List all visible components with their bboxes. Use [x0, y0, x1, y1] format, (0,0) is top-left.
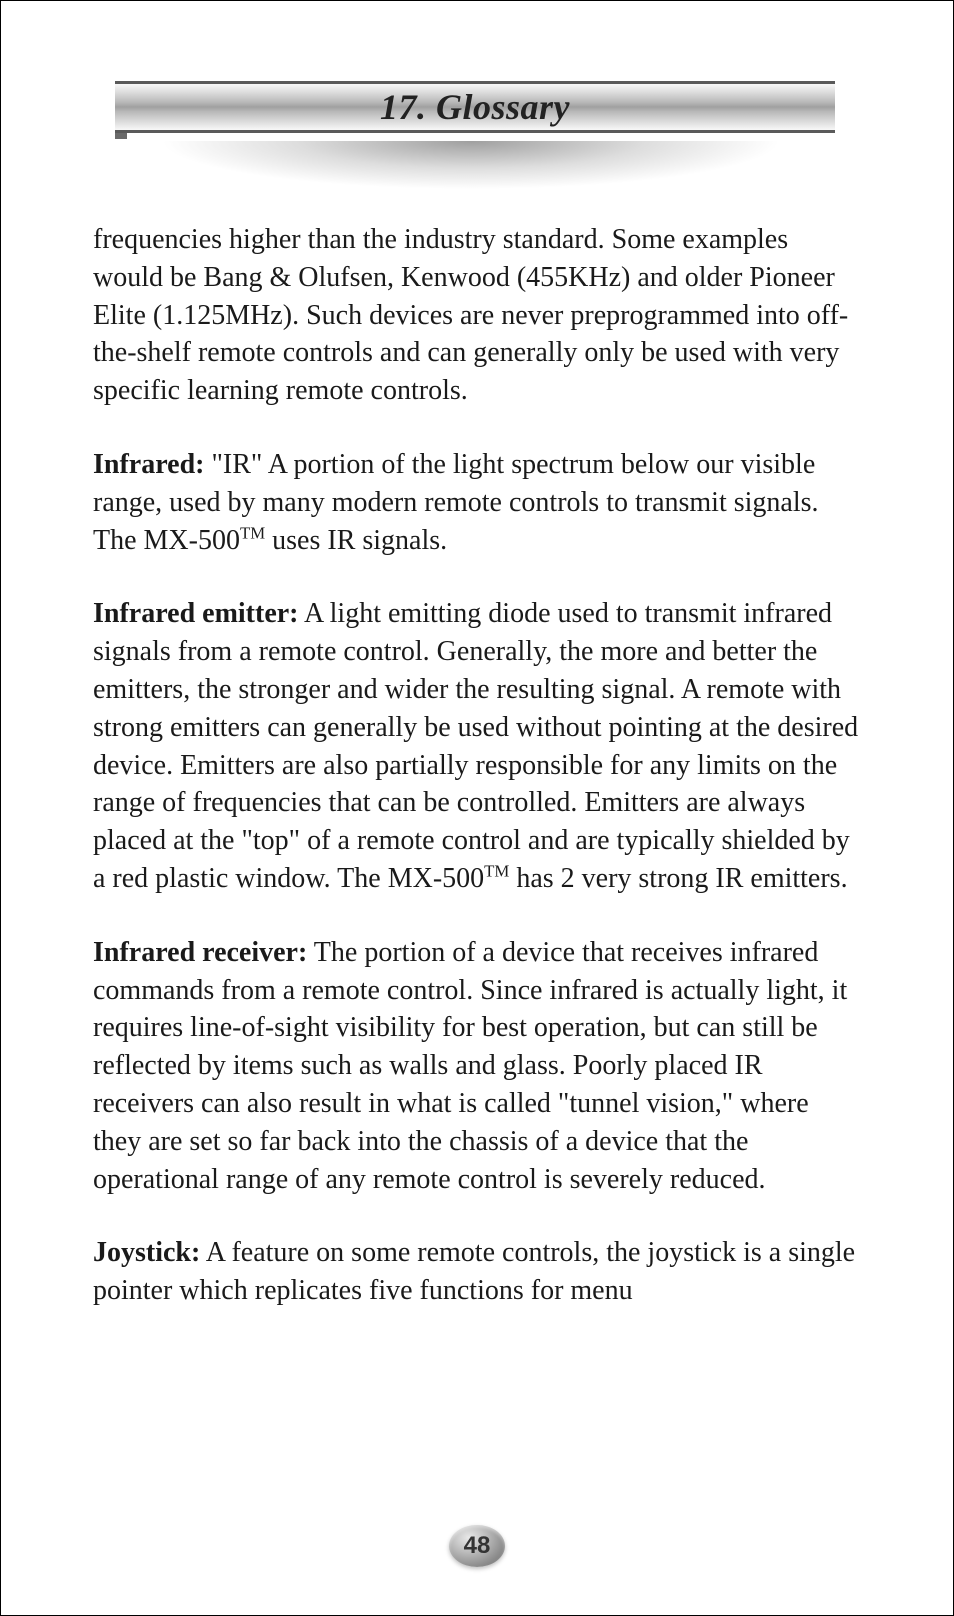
section-number: 17.: [380, 87, 427, 127]
emitter-body-a: A light emitting diode used to transmit …: [93, 598, 858, 894]
emitter-body-b: has 2 very strong IR emitters.: [509, 863, 847, 894]
continuation-text: frequencies higher than the industry sta…: [93, 224, 848, 406]
section-header: 17. Glossary: [1, 1, 953, 221]
infrared-body-b: uses IR signals.: [265, 525, 447, 556]
glossary-entry-joystick: Joystick: A feature on some remote contr…: [93, 1234, 861, 1310]
term-infrared: Infrared:: [93, 449, 204, 480]
glossary-continuation-paragraph: frequencies higher than the industry sta…: [93, 221, 861, 410]
term-infrared-receiver: Infrared receiver:: [93, 937, 307, 968]
section-title-text: 17. Glossary: [380, 86, 570, 128]
glossary-entry-infrared-receiver: Infrared receiver: The portion of a devi…: [93, 934, 861, 1199]
document-page: 17. Glossary frequencies higher than the…: [0, 0, 954, 1616]
receiver-body: The portion of a device that receives in…: [93, 937, 847, 1195]
trademark-symbol: TM: [240, 523, 265, 542]
joystick-body: A feature on some remote controls, the j…: [93, 1237, 855, 1306]
trademark-symbol: TM: [484, 862, 509, 881]
page-number-badge: 48: [449, 1525, 505, 1567]
title-shadow: [121, 141, 821, 201]
term-infrared-emitter: Infrared emitter:: [93, 598, 299, 629]
glossary-entry-infrared-emitter: Infrared emitter: A light emitting diode…: [93, 595, 861, 897]
page-number-container: 48: [1, 1525, 953, 1567]
glossary-entry-infrared: Infrared: "IR" A portion of the light sp…: [93, 446, 861, 559]
section-title: Glossary: [436, 87, 570, 127]
page-number-text: 48: [464, 1532, 491, 1560]
title-bar: 17. Glossary: [115, 81, 835, 133]
term-joystick: Joystick:: [93, 1237, 200, 1268]
page-content: frequencies higher than the industry sta…: [1, 221, 953, 1310]
